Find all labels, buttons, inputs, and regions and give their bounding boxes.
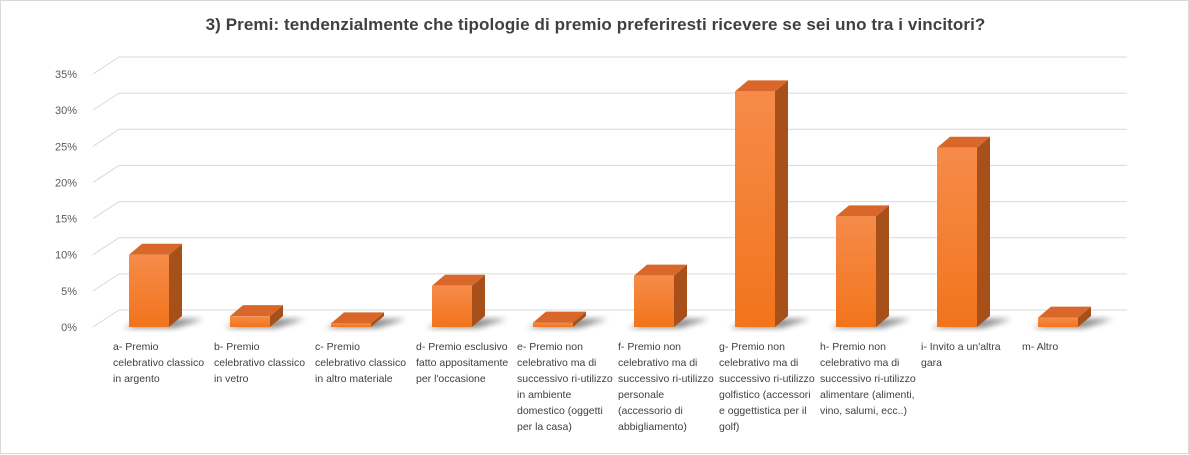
x-tick-label: m- Altro xyxy=(1022,341,1059,353)
bar-top xyxy=(533,311,586,323)
x-tick-label: h- Premio non celebrativo ma di successi… xyxy=(820,341,916,417)
bar xyxy=(331,312,384,327)
bar-front xyxy=(634,275,674,327)
y-tick-label: 20% xyxy=(55,177,77,189)
y-tick-label: 25% xyxy=(55,141,77,153)
bar-top xyxy=(937,136,990,148)
bar-top xyxy=(230,305,283,317)
bar-top xyxy=(735,80,788,92)
bar-side xyxy=(876,205,889,327)
y-tick-label: 35% xyxy=(55,69,77,81)
y-tick-label: 30% xyxy=(55,105,77,117)
bar-top xyxy=(331,312,384,324)
bar-top xyxy=(432,274,485,286)
bar-side xyxy=(169,243,182,327)
bar-front xyxy=(735,91,775,327)
bar xyxy=(533,311,586,327)
gridline-depth xyxy=(92,128,120,147)
bar xyxy=(937,136,990,327)
bar xyxy=(1038,306,1091,327)
gridline-depth xyxy=(92,165,120,183)
bar-top xyxy=(836,205,889,217)
bar-side xyxy=(573,311,586,327)
bar-side xyxy=(775,80,788,327)
bar xyxy=(230,305,283,327)
bar-front xyxy=(1038,317,1078,327)
gridline-depth xyxy=(92,237,120,256)
x-tick-label: b- Premio celebrativo classico in vetro xyxy=(214,341,306,385)
y-tick-label: 5% xyxy=(61,286,77,298)
bar xyxy=(735,80,788,327)
bar-front xyxy=(533,322,573,327)
x-tick-label: e- Premio non celebrativo ma di successi… xyxy=(517,341,613,433)
bar-side xyxy=(371,312,384,327)
y-axis: 0% 5% 10% 15% 20% 25% 30% 35% xyxy=(55,69,77,334)
bar xyxy=(836,205,889,327)
chart-title: 3) Premi: tendenzialmente che tipologie … xyxy=(205,15,986,34)
x-tick-label: f- Premio non celebrativo ma di successi… xyxy=(618,341,714,433)
gridline-depth xyxy=(92,56,120,75)
x-tick-label: a- Premio celebrativo classico in argent… xyxy=(113,341,205,385)
x-tick-label: d- Premio esclusivo fatto appositamente … xyxy=(416,341,509,385)
bar-side xyxy=(674,264,687,327)
y-tick-label: 15% xyxy=(55,214,77,226)
bar-front xyxy=(432,285,472,327)
gridline-depth xyxy=(92,201,120,219)
bar-side xyxy=(270,305,283,327)
gridline-depth xyxy=(92,309,120,328)
bars xyxy=(129,80,1091,327)
bar xyxy=(129,243,182,327)
bar-top xyxy=(1038,306,1091,318)
bar-front xyxy=(331,323,371,327)
bar-front xyxy=(937,147,977,327)
y-tick-label: 10% xyxy=(55,250,77,262)
x-tick-label: g- Premio non celebrativo ma di successi… xyxy=(719,341,815,433)
bar-side xyxy=(1078,306,1091,327)
y-tick-label: 0% xyxy=(61,322,77,334)
gridline-depth xyxy=(92,273,120,292)
bar-top xyxy=(129,243,182,255)
bar-top xyxy=(634,264,687,276)
bar-front xyxy=(129,254,169,327)
bar xyxy=(432,274,485,327)
bar-side xyxy=(472,274,485,327)
bar xyxy=(634,264,687,327)
x-tick-label: c- Premio celebrativo classico in altro … xyxy=(315,341,407,385)
bar-side xyxy=(977,136,990,327)
gridline-depth xyxy=(92,92,120,111)
bar-front xyxy=(836,216,876,327)
bar-front xyxy=(230,316,270,327)
x-tick-label: i- Invito a un'altra gara xyxy=(921,341,1001,369)
